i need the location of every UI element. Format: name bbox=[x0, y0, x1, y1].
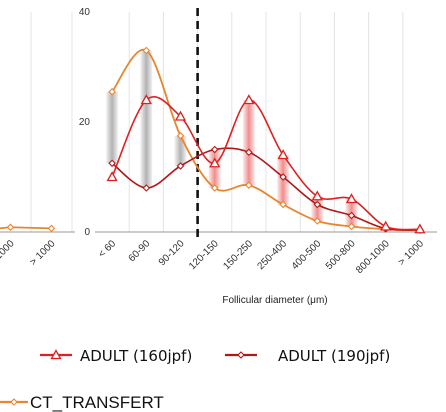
range-bar bbox=[106, 91, 119, 164]
data-point bbox=[245, 181, 253, 190]
x-tick-label: 90-120 bbox=[157, 238, 187, 268]
y-tick-label: 40 bbox=[79, 7, 91, 18]
data-point bbox=[6, 223, 15, 232]
data-point bbox=[347, 211, 356, 220]
diamond-marker-icon bbox=[237, 351, 245, 359]
data-point bbox=[209, 157, 221, 168]
triangle-marker-icon bbox=[50, 349, 62, 360]
data-point bbox=[279, 200, 287, 209]
data-point bbox=[245, 148, 253, 157]
x-tick-label: 120-150 bbox=[187, 238, 221, 272]
range-bar bbox=[242, 100, 255, 186]
x-tick-label: 60-90 bbox=[127, 238, 153, 264]
x-tick-label: 250-400 bbox=[255, 238, 289, 272]
data-point bbox=[313, 200, 322, 209]
data-point bbox=[140, 94, 152, 105]
data-point bbox=[108, 87, 116, 96]
x-tick-label: < 60 bbox=[96, 238, 118, 260]
data-point bbox=[176, 131, 185, 140]
data-point bbox=[142, 184, 151, 192]
data-point bbox=[210, 145, 219, 154]
legend-item: ADULT (190jpf) bbox=[225, 347, 390, 365]
y-tick-label: 0 bbox=[84, 227, 90, 238]
data-point bbox=[108, 159, 116, 168]
x-tick-label: > 1000 bbox=[396, 238, 426, 268]
x-tick-label: 800-1000 bbox=[0, 238, 17, 276]
x-tick-label: 500-800 bbox=[324, 238, 358, 272]
legend-label: ADULT (190jpf) bbox=[278, 347, 390, 365]
data-point bbox=[142, 46, 151, 55]
data-point bbox=[380, 220, 392, 231]
data-point bbox=[313, 217, 322, 225]
data-point bbox=[174, 110, 187, 121]
x-tick-label: 800-1000 bbox=[354, 238, 392, 276]
data-point bbox=[106, 171, 118, 182]
data-point bbox=[243, 94, 255, 105]
y-tick-label: 20 bbox=[79, 117, 91, 128]
data-point bbox=[345, 193, 358, 204]
x-axis-title: Follicular diameter (μm) bbox=[222, 295, 327, 306]
legend-label: ADULT (160jpf) bbox=[80, 347, 192, 365]
legend-item: CT_TRANSFERT bbox=[0, 393, 164, 412]
legend-label: CT_TRANSFERT bbox=[30, 393, 164, 412]
x-tick-label: 150-250 bbox=[221, 238, 255, 272]
series-line bbox=[111, 96, 420, 231]
x-tick-label: > 1000 bbox=[28, 238, 58, 268]
series-line bbox=[111, 147, 420, 231]
range-bar bbox=[208, 149, 221, 188]
data-point bbox=[176, 162, 185, 170]
diamond-marker-icon bbox=[10, 398, 18, 406]
main-chart: 0 20 40 < 60 60-90 90-120 120-150 150-250 250-40… bbox=[79, 7, 437, 276]
data-point bbox=[47, 224, 56, 233]
legend: ADULT (160jpf) ADULT (190jpf) CT_TRANSFERT bbox=[0, 347, 390, 412]
range-bar bbox=[174, 135, 187, 166]
data-point bbox=[311, 190, 323, 201]
data-point bbox=[347, 222, 356, 231]
series-line bbox=[111, 48, 420, 232]
data-point bbox=[414, 223, 426, 234]
legend-item: ADULT (160jpf) bbox=[40, 347, 192, 365]
data-point bbox=[279, 173, 287, 181]
data-point bbox=[210, 184, 219, 192]
range-bar bbox=[140, 50, 153, 188]
left-partial-chart: 800-1000 > 1000 bbox=[0, 12, 75, 276]
data-point bbox=[277, 149, 289, 160]
x-tick-label: 400-500 bbox=[290, 238, 324, 272]
